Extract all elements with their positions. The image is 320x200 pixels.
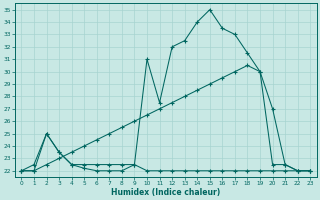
X-axis label: Humidex (Indice chaleur): Humidex (Indice chaleur) (111, 188, 220, 197)
